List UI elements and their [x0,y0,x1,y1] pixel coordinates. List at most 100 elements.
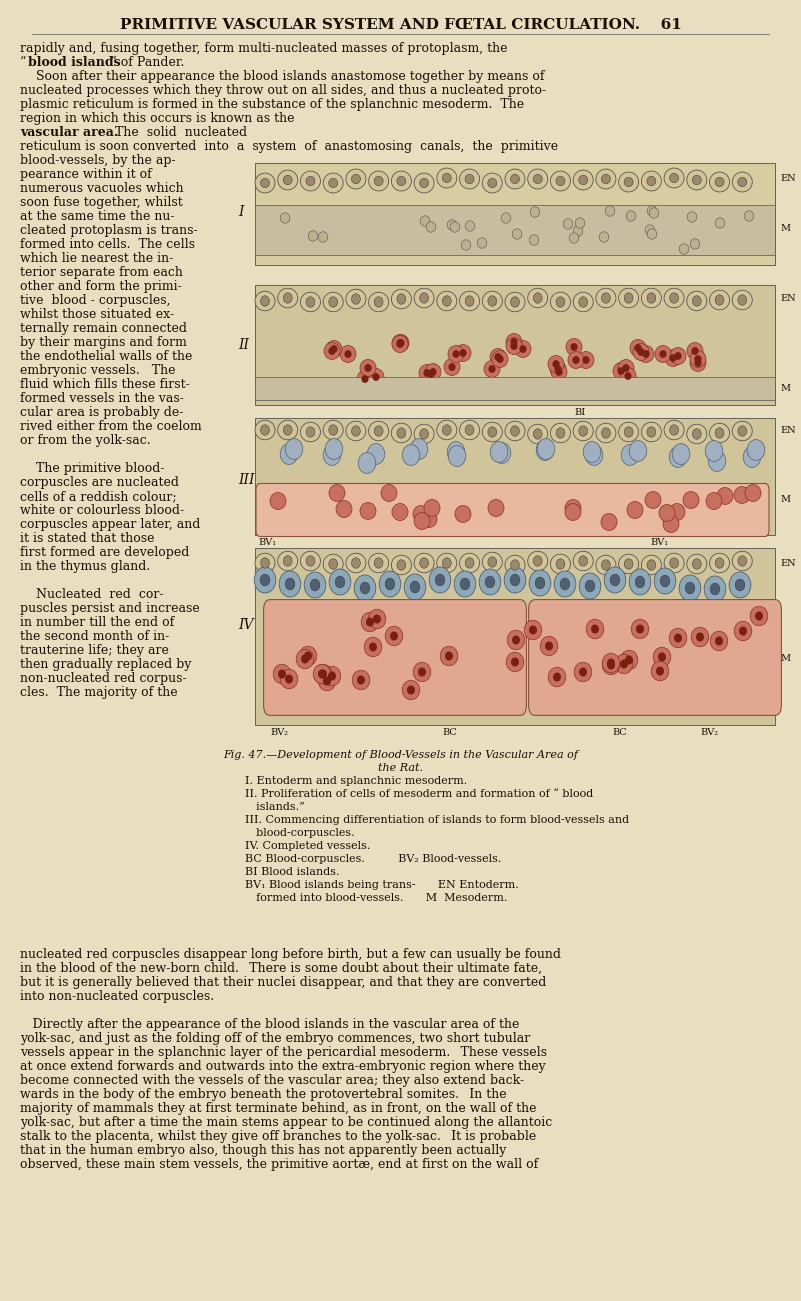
Text: non-nucleated red corpus-: non-nucleated red corpus- [20,673,187,686]
FancyBboxPatch shape [256,484,769,536]
Ellipse shape [300,293,320,312]
Ellipse shape [579,297,588,307]
Ellipse shape [685,582,694,593]
Ellipse shape [460,291,480,311]
Ellipse shape [601,514,617,531]
Ellipse shape [278,552,298,571]
Ellipse shape [574,170,594,190]
Ellipse shape [579,425,588,436]
Ellipse shape [579,667,587,677]
FancyBboxPatch shape [255,163,775,265]
Ellipse shape [647,229,657,239]
Ellipse shape [482,552,502,571]
Ellipse shape [511,657,519,666]
Ellipse shape [732,552,752,571]
Ellipse shape [529,626,537,635]
Ellipse shape [352,670,370,690]
Ellipse shape [323,666,340,686]
Ellipse shape [565,503,581,520]
Ellipse shape [497,355,504,363]
Ellipse shape [329,484,345,501]
Text: BC: BC [613,729,627,736]
Ellipse shape [437,168,457,187]
Ellipse shape [442,295,451,306]
Ellipse shape [284,176,292,185]
Ellipse shape [482,423,502,442]
Ellipse shape [460,553,480,572]
Ellipse shape [485,576,495,588]
Ellipse shape [323,420,343,440]
Ellipse shape [419,364,435,381]
Ellipse shape [550,554,570,574]
Ellipse shape [506,652,524,671]
FancyBboxPatch shape [255,377,775,399]
Ellipse shape [642,423,662,442]
Text: EN: EN [780,425,795,435]
Ellipse shape [670,293,678,303]
Ellipse shape [442,173,451,182]
Ellipse shape [392,336,408,353]
Ellipse shape [437,291,457,311]
Ellipse shape [599,232,609,242]
Text: BV₁ Blood islands being trans-  EN Entoderm.: BV₁ Blood islands being trans- EN Entode… [245,879,519,890]
Ellipse shape [306,297,315,307]
Ellipse shape [582,356,590,364]
Text: cells of a reddish colour;: cells of a reddish colour; [20,490,177,503]
Ellipse shape [745,484,761,501]
Ellipse shape [461,578,470,589]
Ellipse shape [535,578,545,589]
Text: BI: BI [574,409,586,418]
Ellipse shape [358,453,376,474]
Ellipse shape [374,425,383,436]
Ellipse shape [490,349,506,366]
Ellipse shape [645,225,654,235]
Ellipse shape [429,368,437,376]
Ellipse shape [669,628,686,648]
Ellipse shape [670,347,686,364]
Text: cleated protoplasm is trans-: cleated protoplasm is trans- [20,224,198,237]
Ellipse shape [374,297,383,307]
Ellipse shape [280,444,298,464]
Ellipse shape [528,552,548,571]
Ellipse shape [674,353,682,360]
Ellipse shape [488,557,497,567]
Ellipse shape [325,438,343,459]
Text: corpuscles appear later, and: corpuscles appear later, and [20,518,200,531]
Text: at the same time the nu-: at the same time the nu- [20,209,175,222]
Ellipse shape [437,420,457,440]
Ellipse shape [686,554,706,574]
Text: which lie nearest the in-: which lie nearest the in- [20,252,173,265]
Text: the Rat.: the Rat. [378,762,423,773]
Ellipse shape [450,221,460,232]
Ellipse shape [285,438,303,459]
Text: I: I [238,206,244,219]
Ellipse shape [425,363,441,380]
Ellipse shape [690,350,706,367]
Ellipse shape [423,366,439,382]
Ellipse shape [574,293,594,312]
Ellipse shape [540,636,557,656]
Ellipse shape [420,178,429,187]
Text: BV₁: BV₁ [650,539,668,546]
Ellipse shape [447,220,457,230]
Text: at once extend forwards and outwards into the extra-embryonic region where they: at once extend forwards and outwards int… [20,1060,545,1073]
Ellipse shape [566,338,582,355]
Ellipse shape [755,611,763,621]
Text: observed, these main stem vessels, the primitive aortæ, end at first on the wall: observed, these main stem vessels, the p… [20,1158,538,1171]
Ellipse shape [634,343,642,351]
Text: cular area is probably de-: cular area is probably de- [20,406,183,419]
Ellipse shape [357,675,365,684]
Ellipse shape [747,440,765,461]
Text: but it is generally believed that their nuclei disappear, and that they are conv: but it is generally believed that their … [20,976,546,989]
Text: then gradually replaced by: then gradually replaced by [20,658,191,671]
Ellipse shape [368,170,388,191]
Ellipse shape [556,297,565,307]
Ellipse shape [664,420,684,440]
Ellipse shape [692,429,701,440]
Ellipse shape [618,172,638,193]
Text: into non-nucleated corpuscles.: into non-nucleated corpuscles. [20,990,214,1003]
Ellipse shape [647,293,656,303]
Ellipse shape [392,170,412,191]
Ellipse shape [506,337,522,354]
Ellipse shape [335,576,344,588]
